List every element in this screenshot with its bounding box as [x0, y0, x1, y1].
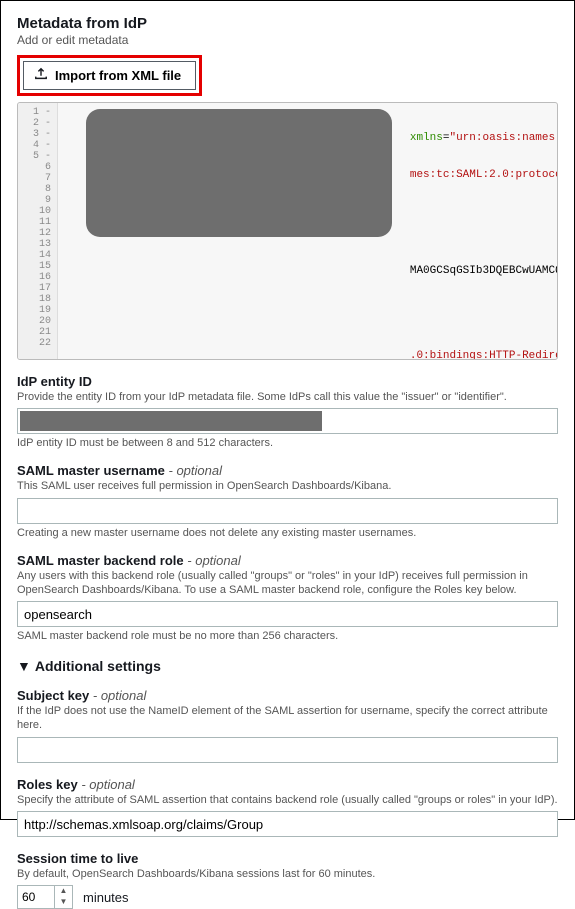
master-role-constraint: SAML master backend role must be no more… — [17, 630, 558, 642]
subject-key-input[interactable] — [17, 737, 558, 763]
master-user-desc: This SAML user receives full permission … — [17, 479, 558, 493]
section-title: Metadata from IdP — [17, 15, 558, 32]
additional-settings-toggle[interactable]: ▼ Additional settings — [17, 658, 558, 674]
master-role-label: SAML master backend role - optional — [17, 553, 558, 568]
section-subtitle: Add or edit metadata — [17, 33, 558, 47]
import-highlight: Import from XML file — [17, 55, 202, 96]
entity-id-desc: Provide the entity ID from your IdP meta… — [17, 390, 558, 404]
line-gutter: 1 -2 -3 -4 -5 -6789101112131415161718192… — [18, 103, 58, 359]
master-user-constraint: Creating a new master username does not … — [17, 527, 558, 539]
roles-key-label: Roles key - optional — [17, 777, 558, 792]
master-role-input[interactable] — [17, 601, 558, 627]
chevron-down-icon: ▼ — [17, 658, 31, 674]
redaction-block — [86, 109, 392, 237]
master-user-input[interactable] — [17, 498, 558, 524]
entity-id-constraint: IdP entity ID must be between 8 and 512 … — [17, 437, 558, 449]
roles-key-input[interactable] — [17, 811, 558, 837]
stepper-arrows[interactable]: ▲▼ — [54, 886, 72, 908]
redacted-value — [20, 411, 322, 431]
upload-icon — [34, 67, 48, 84]
entity-id-input[interactable] — [17, 408, 558, 434]
session-ttl-label: Session time to live — [17, 851, 558, 866]
entity-id-label: IdP entity ID — [17, 374, 558, 389]
subject-key-desc: If the IdP does not use the NameID eleme… — [17, 704, 558, 733]
roles-key-desc: Specify the attribute of SAML assertion … — [17, 793, 558, 807]
xml-editor[interactable]: 1 -2 -3 -4 -5 -6789101112131415161718192… — [17, 102, 558, 360]
session-ttl-unit: minutes — [83, 890, 129, 905]
session-ttl-desc: By default, OpenSearch Dashboards/Kibana… — [17, 867, 558, 881]
master-user-label: SAML master username - optional — [17, 463, 558, 478]
session-ttl-value[interactable] — [18, 886, 54, 908]
session-ttl-input[interactable]: ▲▼ — [17, 885, 73, 909]
import-xml-button[interactable]: Import from XML file — [23, 61, 196, 90]
import-label: Import from XML file — [55, 68, 181, 83]
subject-key-label: Subject key - optional — [17, 688, 558, 703]
master-role-desc: Any users with this backend role (usuall… — [17, 569, 558, 598]
